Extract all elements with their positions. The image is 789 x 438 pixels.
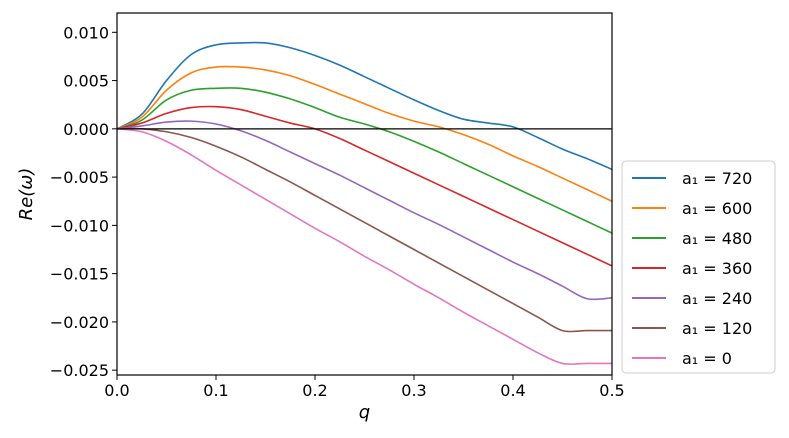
y-tick-label: 0.010 — [63, 23, 109, 42]
legend-label-1: a₁ = 600 — [682, 199, 752, 218]
series-line-2 — [116, 87, 613, 234]
y-tick-label: −0.020 — [50, 313, 109, 332]
y-tick-label: −0.015 — [50, 265, 109, 284]
x-tick-label: 0.1 — [203, 381, 228, 400]
x-tick-label: 0.2 — [302, 381, 327, 400]
legend-label-5: a₁ = 120 — [682, 319, 752, 338]
legend-label-6: a₁ = 0 — [682, 349, 732, 368]
y-tick-label: −0.010 — [50, 216, 109, 235]
series-layer — [116, 41, 613, 365]
legend-box — [621, 160, 776, 374]
series-line-0 — [116, 41, 613, 171]
series-line-1 — [116, 65, 613, 202]
legend-label-2: a₁ = 480 — [682, 229, 752, 248]
x-tick-label: 0.5 — [599, 381, 624, 400]
y-axis: 0.010 0.005 0.000 −0.005 −0.010 −0.015 −0.020 −… — [50, 23, 117, 380]
x-axis: 0.0 0.1 0.2 0.3 0.4 0.5 — [104, 375, 625, 400]
legend-label-0: a₁ = 720 — [682, 169, 752, 188]
y-tick-label: 0.005 — [63, 72, 109, 91]
x-tick-label: 0.3 — [401, 381, 426, 400]
y-tick-label: −0.025 — [50, 361, 109, 380]
x-tick-label: 0.0 — [104, 381, 129, 400]
legend-label-4: a₁ = 240 — [682, 289, 752, 308]
y-axis-label: Re(ω) — [16, 168, 37, 221]
y-tick-label: −0.005 — [50, 168, 109, 187]
series-line-4 — [116, 120, 613, 301]
series-line-6 — [116, 128, 612, 365]
x-axis-label: q — [359, 402, 370, 423]
plot-frame — [116, 12, 613, 376]
series-line-3 — [116, 105, 613, 267]
x-tick-label: 0.4 — [500, 381, 525, 400]
legend: a₁ = 720 a₁ = 600 a₁ = 480 a₁ = 360 a₁ = 240… — [621, 160, 776, 374]
y-tick-label: 0.000 — [63, 120, 109, 139]
legend-label-3: a₁ = 360 — [682, 259, 752, 278]
series-line-5 — [116, 127, 612, 333]
